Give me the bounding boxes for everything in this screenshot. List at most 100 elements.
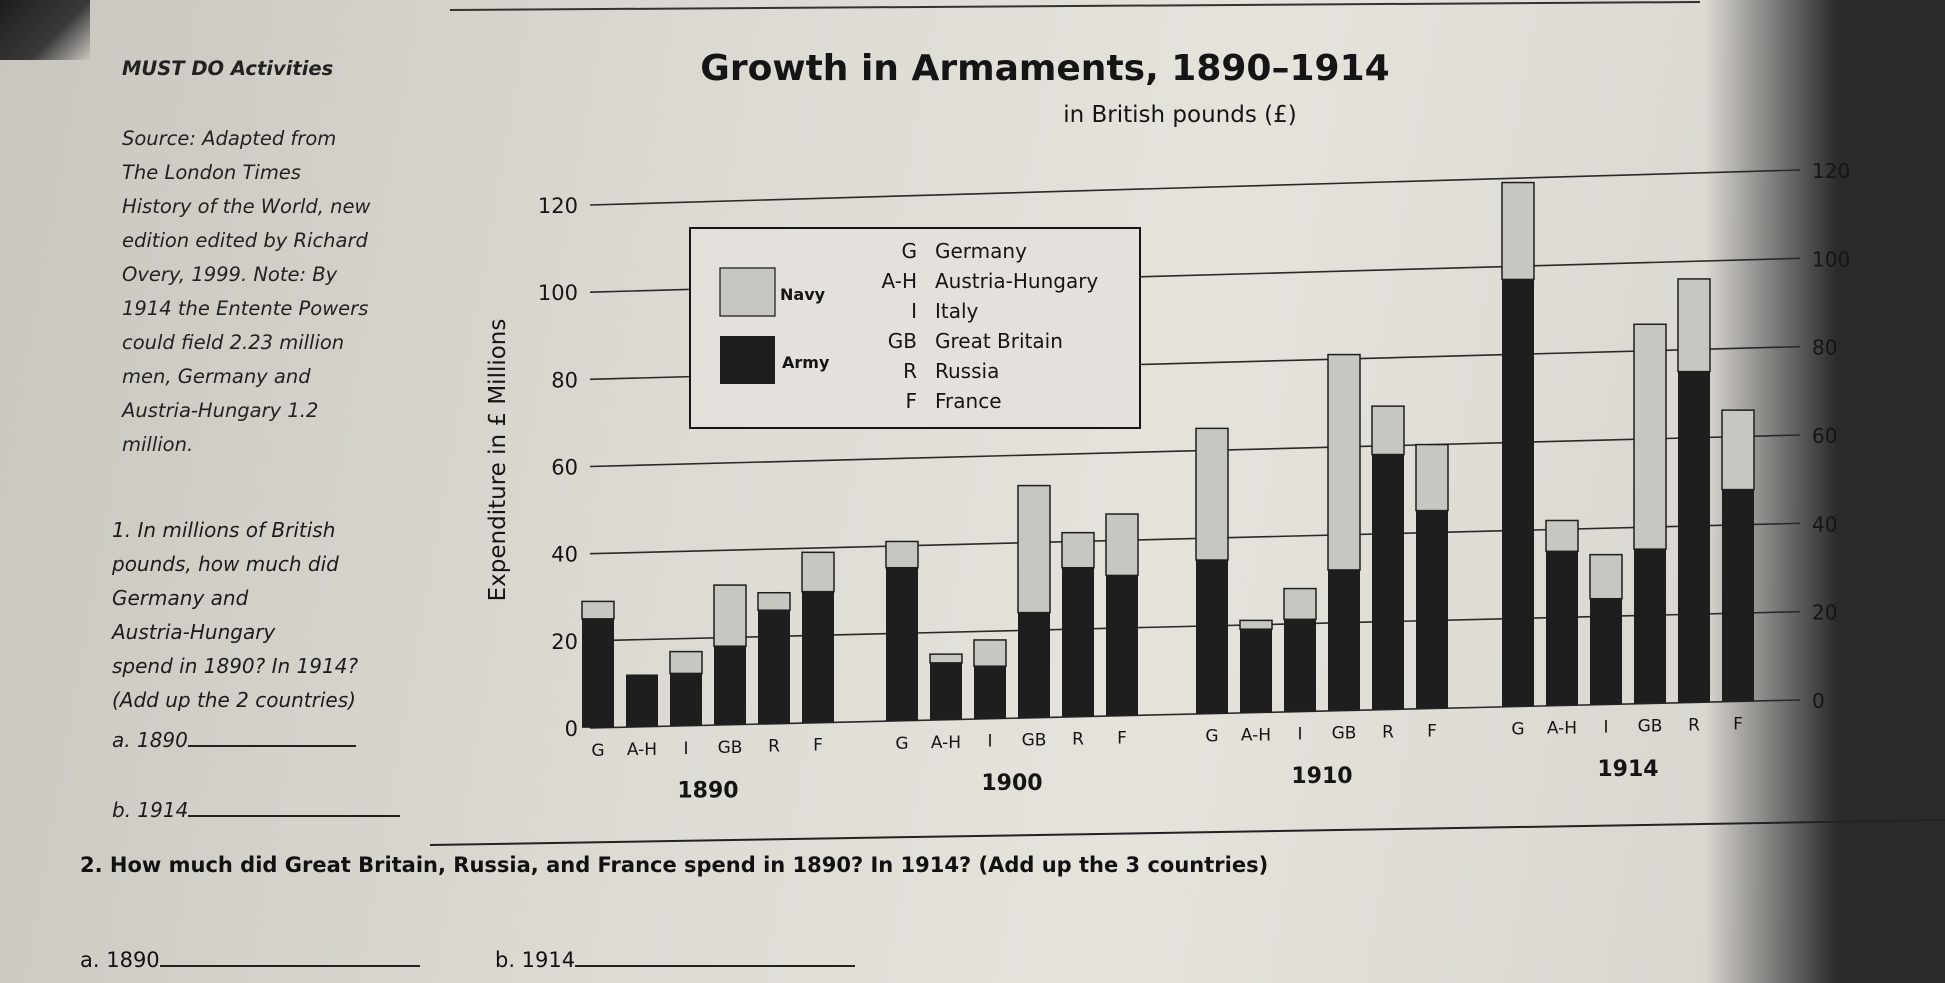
army-bar [1018, 612, 1050, 718]
country-tick-label: GB [1638, 716, 1663, 736]
year-label: 1910 [1291, 764, 1352, 789]
question-2a-label: a. 1890 [80, 948, 160, 972]
question-2a: a. 1890 [80, 947, 420, 972]
legend-country-name: Great Britain [935, 329, 1063, 353]
legend-navy-swatch [719, 267, 776, 317]
country-tick-label: G [591, 741, 604, 761]
question-2b-label: b. 1914 [495, 948, 576, 972]
navy-bar [973, 639, 1007, 667]
left-tick-label: 120 [538, 194, 578, 218]
navy-bar [1195, 427, 1229, 561]
navy-bar [1283, 587, 1317, 621]
army-bar [802, 591, 834, 723]
question-1: 1. In millions of British pounds, how mu… [112, 518, 359, 712]
right-tick-label: 40 [1812, 512, 1837, 536]
left-tick-label: 0 [565, 717, 578, 741]
legend-country-name: Germany [935, 239, 1027, 263]
country-tick-label: GB [718, 738, 743, 758]
answer-blank-1a[interactable] [187, 727, 356, 747]
gridline [589, 169, 1801, 206]
army-bar [1722, 489, 1754, 702]
navy-bar [1545, 519, 1579, 553]
navy-bar [1721, 409, 1755, 491]
left-tick-label: 100 [538, 281, 578, 305]
army-bar [930, 662, 962, 720]
navy-bar [1017, 484, 1051, 614]
army-bar [626, 674, 658, 727]
right-tick-label: 80 [1812, 336, 1837, 360]
legend-country-name: France [935, 389, 1002, 413]
right-tick-label: 120 [1812, 159, 1850, 183]
country-tick-label: GB [1022, 731, 1047, 751]
navy-bar [1677, 278, 1711, 373]
left-tick-label: 80 [551, 368, 578, 392]
country-tick-label: R [1072, 730, 1084, 750]
army-bar [886, 567, 918, 721]
year-label: 1914 [1597, 757, 1658, 782]
answer-blank-2b[interactable] [575, 947, 856, 967]
chart-frame-top [449, 1, 1701, 11]
country-tick-label: GB [1332, 724, 1357, 744]
country-tick-label: I [683, 739, 688, 759]
navy-bar [1633, 323, 1667, 550]
country-tick-label: G [1511, 720, 1524, 740]
country-tick-label: F [1117, 729, 1127, 749]
army-bar [1416, 510, 1448, 709]
country-tick-label: F [1733, 714, 1743, 734]
country-tick-label: R [768, 737, 780, 757]
army-bar [1196, 560, 1228, 714]
navy-bar [801, 551, 835, 593]
country-tick-label: G [895, 734, 908, 754]
answer-blank-1b[interactable] [188, 797, 401, 817]
left-tick-label: 40 [551, 543, 578, 567]
navy-bar [1415, 443, 1449, 512]
country-tick-label: I [987, 732, 992, 752]
country-tick-label: I [1297, 725, 1302, 745]
army-bar [1106, 575, 1138, 716]
army-bar [1590, 598, 1622, 705]
country-tick-label: F [813, 736, 823, 756]
right-tick-label: 0 [1812, 689, 1825, 713]
army-bar [1240, 629, 1272, 713]
legend: Navy Army G Germany A-H Austria-Hungary I Italy… [689, 227, 1141, 429]
army-bar [1328, 569, 1360, 711]
army-bar [670, 673, 702, 726]
question-2: 2. How much did Great Britain, Russia, a… [80, 853, 1269, 877]
country-tick-label: R [1688, 715, 1700, 735]
army-bar [1546, 551, 1578, 706]
navy-bar [1589, 553, 1623, 600]
gridline [589, 434, 1801, 468]
navy-bar [669, 650, 703, 675]
y-axis-label: Expenditure in £ Millions [485, 319, 511, 602]
right-axis: 0 20 40 60 80 100 120 [1812, 159, 1850, 713]
country-tick-label: F [1427, 722, 1437, 742]
question-1a: a. 1890 [112, 727, 356, 752]
legend-navy-label: Navy [780, 285, 826, 304]
year-label: 1890 [677, 778, 738, 803]
army-bar [1372, 454, 1404, 710]
chart-frame-bottom [429, 819, 1945, 846]
navy-bar [757, 591, 791, 611]
army-bar [714, 646, 746, 725]
question-1a-label: a. 1890 [112, 728, 188, 752]
country-tick-label: R [1382, 723, 1394, 743]
navy-bar [1501, 181, 1535, 281]
year-label: 1900 [981, 771, 1042, 796]
answer-blank-2a[interactable] [159, 947, 420, 967]
background-shadow [0, 0, 90, 60]
legend-army-label: Army [782, 353, 830, 372]
army-bar [974, 666, 1006, 719]
left-tick-label: 20 [551, 630, 578, 654]
gridline [589, 699, 1801, 729]
army-bar [1502, 279, 1534, 707]
army-bar [582, 618, 614, 728]
country-tick-label: A-H [1547, 719, 1577, 739]
country-tick-label: A-H [931, 733, 961, 753]
army-bar [1678, 371, 1710, 703]
army-bar [1062, 567, 1094, 717]
legend-box [689, 227, 1141, 429]
army-bar [758, 610, 790, 724]
country-tick-label: A-H [627, 740, 657, 760]
